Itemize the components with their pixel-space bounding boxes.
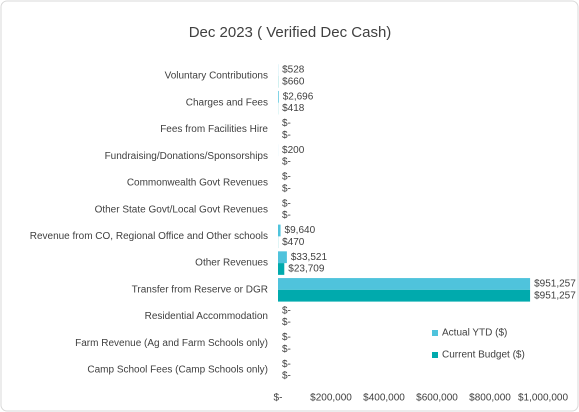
bar: [278, 289, 531, 302]
y-tick-label: Other Revenues: [195, 258, 268, 269]
y-tick-label: Voluntary Contributions: [165, 71, 268, 82]
data-label: $23,709: [288, 264, 325, 275]
data-label: $528: [282, 65, 305, 76]
bar: [278, 251, 287, 264]
data-label: $-: [282, 317, 291, 328]
data-label: $951,257: [534, 279, 576, 290]
x-tick-label: $1,000,000: [518, 393, 568, 404]
y-tick-label: Residential Accommodation: [145, 311, 268, 322]
bar: [278, 90, 279, 103]
data-label: $-: [282, 332, 291, 343]
data-label: $-: [282, 157, 291, 168]
bar: [278, 278, 531, 290]
data-label: $-: [282, 210, 291, 221]
data-label: $-: [282, 359, 291, 370]
y-tick-label: Other State Govt/Local Govt Revenues: [95, 204, 268, 215]
data-label: $-: [282, 118, 291, 129]
data-label: $951,257: [534, 290, 576, 301]
data-label: $418: [282, 103, 305, 114]
data-label: $-: [282, 183, 291, 194]
data-label: $-: [282, 305, 291, 316]
x-tick-label: $-: [274, 393, 283, 404]
data-label: $9,640: [285, 225, 316, 236]
y-tick-label: Transfer from Reserve or DGR: [132, 284, 268, 295]
y-tick-label: Commonwealth Govt Revenues: [127, 178, 268, 189]
y-tick-label: Charges and Fees: [186, 97, 268, 108]
data-label: $470: [282, 237, 305, 248]
y-tick-label: Camp School Fees (Camp Schools only): [87, 365, 268, 376]
y-tick-label: Revenue from CO, Regional Office and Oth…: [30, 231, 268, 242]
x-tick-label: $800,000: [469, 393, 511, 404]
bar: [278, 263, 285, 275]
data-label: $660: [282, 76, 305, 87]
legend-swatch: [432, 330, 438, 336]
y-tick-label: Farm Revenue (Ag and Farm Schools only): [75, 338, 268, 349]
chart-title: Dec 2023 ( Verified Dec Cash): [189, 24, 392, 41]
data-label: $-: [282, 198, 291, 209]
data-label: $2,696: [283, 91, 314, 102]
y-tick-label: Fundraising/Donations/Sponsorships: [105, 151, 268, 162]
x-tick-label: $600,000: [416, 393, 458, 404]
x-tick-label: $400,000: [363, 393, 405, 404]
legend-label: Actual YTD ($): [442, 328, 507, 339]
data-label: $-: [282, 172, 291, 183]
data-label: $200: [282, 145, 305, 156]
y-tick-label: Fees from Facilities Hire: [160, 124, 268, 135]
legend-swatch: [432, 352, 438, 358]
x-tick-label: $200,000: [310, 393, 352, 404]
data-label: $-: [282, 371, 291, 382]
data-label: $-: [282, 344, 291, 355]
legend-label: Current Budget ($): [442, 350, 525, 361]
data-label: $-: [282, 130, 291, 141]
bar: [278, 224, 281, 237]
data-label: $33,521: [291, 252, 328, 263]
